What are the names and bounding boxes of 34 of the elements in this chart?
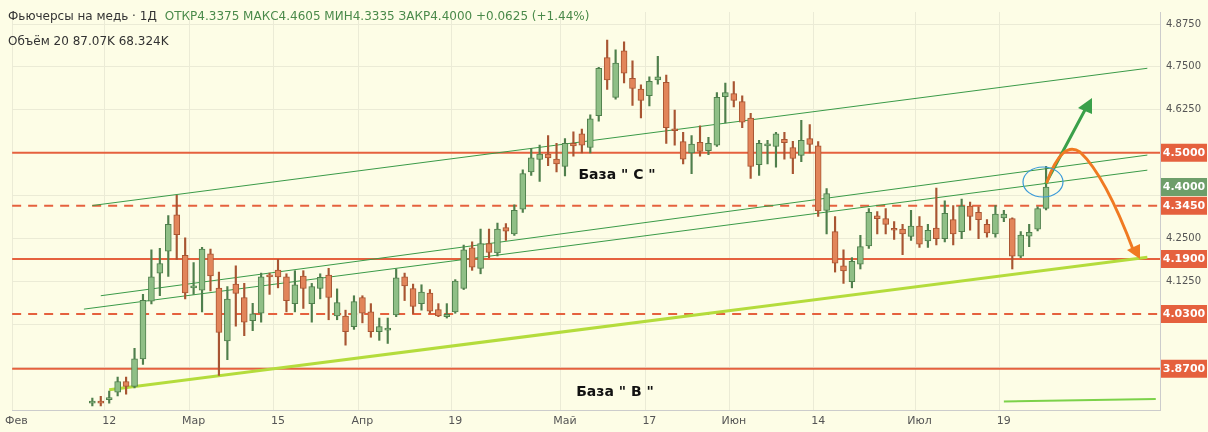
x-tick-label: 19 bbox=[448, 414, 463, 428]
x-tick-label: 17 bbox=[642, 414, 657, 428]
x-tick-label: Июл bbox=[907, 414, 932, 428]
x-tick-label: Мар bbox=[182, 414, 206, 428]
x-tick-label: 15 bbox=[271, 414, 286, 428]
y-tick-label: 4.7500 bbox=[1166, 60, 1201, 72]
ref-line-label: 4.3450 bbox=[1162, 198, 1206, 212]
y-tick-label: 4.6250 bbox=[1166, 103, 1201, 115]
candlestick bbox=[688, 135, 695, 174]
x-tick-label: Май bbox=[553, 414, 577, 428]
ref-line-label: 4.0300 bbox=[1162, 306, 1206, 320]
candlestick bbox=[975, 206, 982, 240]
y-tick-label: 4.2500 bbox=[1166, 232, 1201, 244]
candlestick bbox=[899, 224, 906, 255]
x-tick-label: 12 bbox=[102, 414, 117, 428]
ref-line-label: 3.8700 bbox=[1162, 361, 1206, 375]
x-tick-label: Апр bbox=[351, 414, 374, 428]
ref-line-label: 4.1900 bbox=[1162, 251, 1206, 265]
text: 4.4000 bbox=[1162, 179, 1206, 193]
x-tick-label: Июн bbox=[721, 414, 747, 428]
candlestick bbox=[629, 60, 636, 106]
x-tick-label: Фев bbox=[5, 414, 28, 428]
x-tick-label: 14 bbox=[811, 414, 826, 428]
y-tick-label: 4.1250 bbox=[1166, 274, 1201, 286]
candlestick bbox=[553, 143, 560, 173]
chart-subtitle: ОТКР4.3375 МАКС4.4605 МИН4.3335 ЗАКР4.4000 +0.0625 (+1.44%) bbox=[164, 9, 590, 23]
x-tick-label: 19 bbox=[996, 414, 1011, 428]
ref-line-label: 4.5000 bbox=[1162, 145, 1206, 159]
chart-title: Фьючерсы на медь · 1Д bbox=[8, 9, 157, 23]
annotation: Объём 20 87.07K 68.324K bbox=[8, 34, 169, 48]
annotation: База " B " bbox=[576, 383, 654, 399]
candlestick bbox=[764, 139, 771, 165]
y-tick-label: 4.8750 bbox=[1166, 17, 1201, 29]
annotation: База " C " bbox=[578, 166, 656, 182]
